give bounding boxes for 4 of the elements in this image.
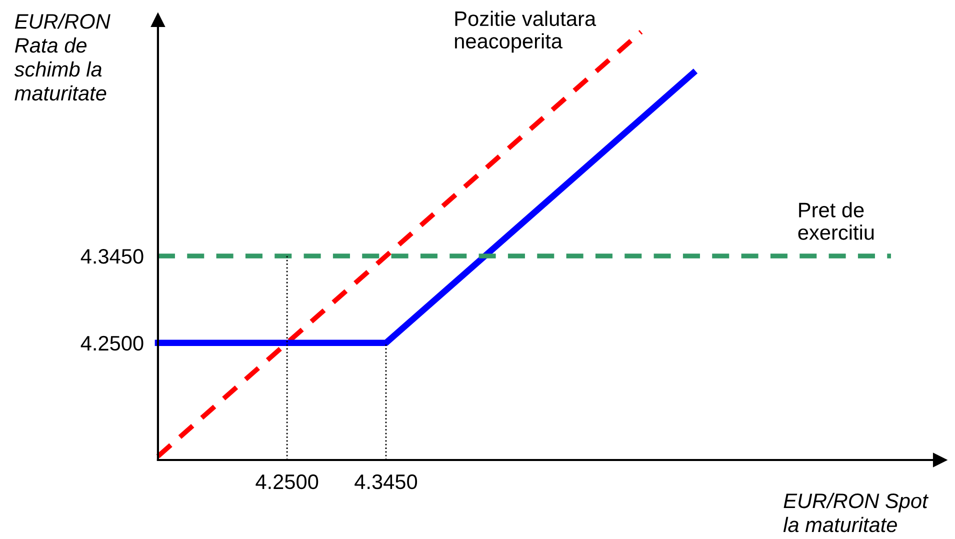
annotation: Pret de exercitiu — [798, 202, 874, 240]
y-axis-title: EUR/RON Rata de schimb la maturitate — [14, 13, 110, 101]
annotation: Pozitie valutara neacoperita — [455, 10, 596, 53]
x-axis-title: EUR/RON Spot la maturitate — [783, 492, 929, 532]
